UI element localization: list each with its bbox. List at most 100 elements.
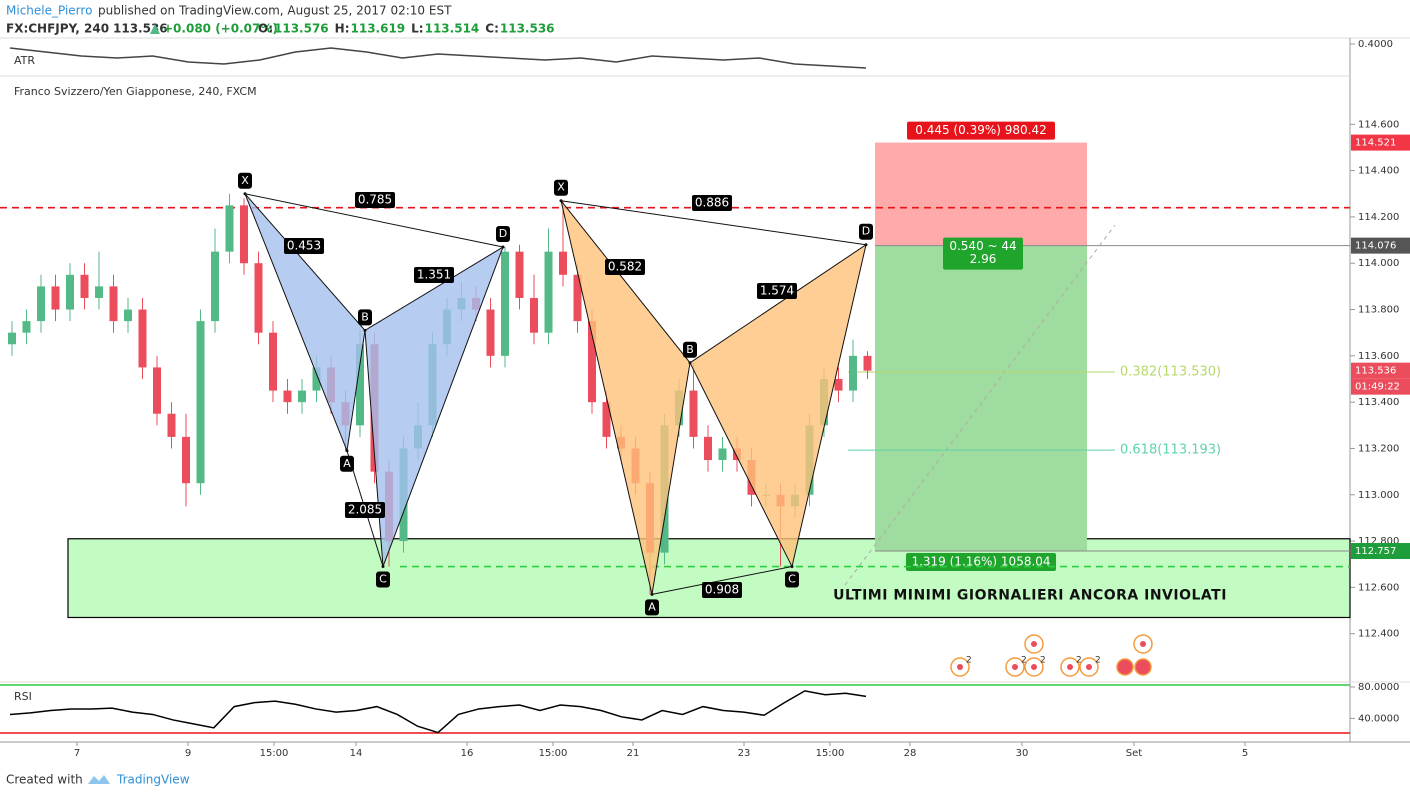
candle-body — [283, 390, 292, 403]
rsi-label: RSI — [14, 690, 32, 703]
ratio-badge — [702, 582, 742, 598]
chart-title: Franco Svizzero/Yen Giapponese, 240, FXC… — [14, 85, 257, 98]
vertex-label: B — [686, 343, 694, 356]
candle-body — [689, 390, 698, 437]
ratio-label: 0.582 — [608, 260, 642, 274]
ratio-badge — [414, 267, 454, 283]
y-tick-label: 113.800 — [1358, 305, 1399, 316]
candle-body — [37, 286, 45, 322]
pattern-vertex — [864, 243, 868, 247]
candle-body — [95, 286, 103, 298]
event-count: 2 — [966, 656, 972, 666]
vertex-badge — [859, 223, 873, 240]
candle-body — [124, 309, 132, 322]
y-tick-label: 113.600 — [1358, 351, 1399, 362]
countdown: 01:49:22 — [1355, 382, 1400, 393]
badge-label: 1.319 (1.16%) 1058.04 — [911, 555, 1050, 569]
event-icon — [1116, 658, 1134, 676]
ratio-badge — [605, 259, 645, 275]
y-tick-label: 113.200 — [1358, 443, 1399, 454]
pattern-fill — [560, 200, 691, 595]
pattern-vertex — [363, 328, 367, 332]
y-tick-label: 112.800 — [1358, 536, 1399, 547]
candle-body — [254, 263, 263, 333]
candle-body — [240, 205, 248, 264]
vertex-badge — [645, 599, 659, 616]
vertex-badge — [785, 571, 799, 588]
ratio-label: 1.574 — [760, 284, 794, 298]
vertex-badge — [358, 309, 372, 326]
x-tick-label: 14 — [350, 748, 363, 759]
pattern-vertex — [501, 245, 505, 249]
candle-body — [298, 390, 306, 403]
pattern-line — [651, 566, 793, 595]
price-tag — [1351, 362, 1410, 379]
x-tick-label: 15:00 — [816, 748, 845, 759]
x-tick-label: 16 — [461, 748, 474, 759]
candle-body — [138, 309, 147, 368]
ohlc-key: C: — [485, 22, 499, 36]
ratio-badge — [284, 238, 324, 254]
event-count: 2 — [1076, 656, 1082, 666]
stop-box — [875, 142, 1087, 246]
candle-body — [486, 309, 495, 356]
candle-body — [153, 367, 161, 414]
symbol: FX:CHFJPY, 240 — [6, 22, 109, 36]
pattern-vertex — [790, 565, 794, 569]
event-dot — [1086, 664, 1092, 670]
y-tick-label: 114.000 — [1358, 258, 1399, 269]
ratio-badge — [757, 283, 797, 299]
candle-body — [544, 251, 553, 333]
footer-brand[interactable]: TradingView — [116, 773, 190, 787]
pattern-fill — [244, 193, 366, 453]
ratio-badge — [345, 502, 385, 518]
pattern-vertex — [381, 565, 385, 569]
candle-body — [530, 297, 538, 333]
ratio-label: 0.785 — [358, 193, 392, 207]
ratio-label: 0.908 — [705, 583, 739, 597]
published: published on TradingView.com, August 25,… — [98, 4, 452, 18]
target-box — [875, 245, 1087, 552]
price-tag — [1351, 134, 1410, 151]
candle-body — [573, 274, 582, 322]
pattern-vertex — [559, 199, 563, 203]
vertex-label: A — [648, 600, 656, 613]
event-dot — [1031, 664, 1037, 670]
vertex-label: C — [788, 573, 796, 586]
badge-label: 0.540 ~ 44 — [949, 239, 1016, 253]
zone-label: ULTIMI MINIMI GIORNALIERI ANCORA INVIOLA… — [833, 587, 1227, 603]
event-dot — [1012, 664, 1018, 670]
y-tick-label: 113.000 — [1358, 490, 1399, 501]
pattern-vertex — [688, 361, 692, 365]
candle-body — [196, 321, 205, 484]
vertex-badge — [496, 226, 510, 243]
candle-body — [167, 413, 176, 437]
vertex-label: X — [241, 174, 249, 187]
badge-label: 2.96 — [970, 252, 997, 266]
candle-body — [269, 332, 277, 391]
ratio-label: 0.886 — [695, 196, 729, 210]
fib-label: 0.618(113.193) — [1120, 443, 1221, 458]
price-tag — [1351, 237, 1410, 254]
vertex-label: X — [557, 181, 565, 194]
candle-body — [8, 332, 16, 345]
x-tick-label: 9 — [185, 748, 191, 759]
vertex-badge — [554, 179, 568, 196]
candle-body — [225, 205, 234, 252]
vertex-label: C — [379, 573, 387, 586]
x-tick-label: 21 — [627, 748, 640, 759]
pattern-line — [560, 200, 867, 246]
pattern-vertex — [650, 592, 654, 596]
author-link[interactable]: Michele_Pierro — [6, 4, 92, 18]
candle-body — [704, 436, 712, 461]
y-tick-label: 40.0000 — [1358, 713, 1399, 724]
brand-logo — [88, 775, 110, 784]
x-tick-label: 5 — [1242, 748, 1248, 759]
y-tick-label: 0.4000 — [1358, 39, 1393, 50]
y-tick-label: 114.400 — [1358, 166, 1399, 177]
ratio-label: 1.351 — [417, 268, 451, 282]
candle-body — [863, 355, 872, 371]
pattern-vertex — [345, 449, 349, 453]
candle-body — [849, 355, 857, 391]
